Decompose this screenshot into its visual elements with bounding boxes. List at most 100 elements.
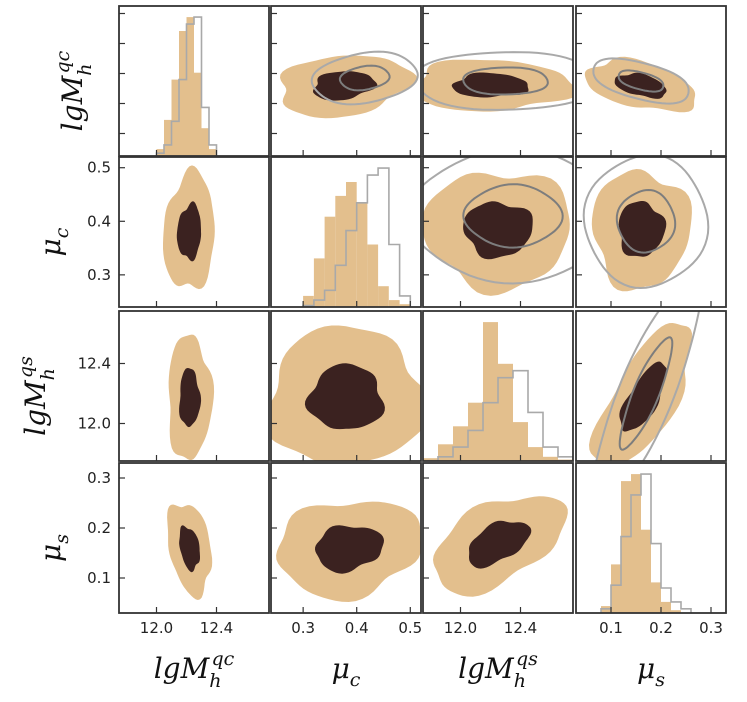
panel-frame <box>422 156 574 308</box>
x-axis-label-mu_c: μc <box>332 652 361 691</box>
y-tick-label: 0.3 <box>87 469 111 487</box>
y-tick-label: 0.1 <box>87 569 111 587</box>
hist-bar <box>468 402 483 461</box>
outline-contour-68 <box>618 336 674 451</box>
panel-frame <box>270 156 422 308</box>
x-tick-label: 0.3 <box>291 619 315 637</box>
hist-bar <box>621 481 631 613</box>
outline-contour-95 <box>423 51 573 111</box>
hist-bar <box>378 286 389 307</box>
x-tick-label: 0.1 <box>599 619 623 637</box>
contour-68 <box>315 525 384 574</box>
hist-bar <box>611 564 621 613</box>
hist-bar <box>513 422 528 461</box>
hist-bar <box>543 456 558 461</box>
contour-68 <box>463 201 533 260</box>
hist-bar <box>388 300 400 307</box>
outline-contour-68 <box>462 183 564 249</box>
hist-bar <box>313 258 325 307</box>
y-tick-label: 0.3 <box>87 266 111 284</box>
x-tick-label: 0.3 <box>699 619 723 637</box>
panel-frame <box>575 462 727 614</box>
y-axis-label-mu_s: μs <box>34 534 73 562</box>
hist-bar <box>399 304 411 307</box>
hist-bar <box>651 582 661 613</box>
hist-bar <box>423 458 438 461</box>
hist-bar <box>528 447 543 461</box>
contour-68 <box>451 72 529 98</box>
x-axis-label-lgMh_qs: lgMhqs <box>458 648 538 692</box>
hist-outline <box>423 369 573 461</box>
y-tick-label: 12.4 <box>78 355 111 373</box>
contour-68 <box>176 201 202 262</box>
hist-bar <box>453 426 468 461</box>
panel-lgMh_qc-vs-lgMh_qs <box>423 51 573 112</box>
panel-frame <box>270 5 422 157</box>
outline-contour-95 <box>310 50 419 106</box>
outline-contour-95 <box>592 57 690 105</box>
hist-bar <box>194 72 202 156</box>
hist-bar <box>346 182 357 307</box>
panel-frame <box>422 310 574 462</box>
hist-bar <box>201 128 209 156</box>
hist-bar <box>209 149 217 156</box>
hist-outline <box>155 16 218 156</box>
outline-contour-95 <box>423 157 573 285</box>
panel-lgMh_qc-vs-lgMh_qc <box>155 16 218 156</box>
hist-outline <box>600 473 692 613</box>
contour-68 <box>469 520 532 569</box>
panel-mu_s-vs-lgMh_qs <box>433 496 568 597</box>
panel-frame <box>270 462 422 614</box>
outline-contour-68 <box>617 69 665 93</box>
hist-bar <box>303 295 314 307</box>
outline-contour-95 <box>582 157 710 290</box>
outline-contour-68 <box>462 66 549 96</box>
panel-frame <box>575 156 727 308</box>
panel-lgMh_qc-vs-mu_c <box>280 50 419 119</box>
panel-mu_c-vs-lgMh_qs <box>423 157 573 296</box>
x-tick-label: 12.0 <box>444 619 477 637</box>
outline-contour-68 <box>338 64 391 92</box>
y-axis-label-lgMh_qs: lgMhqs <box>15 356 59 436</box>
hist-bar <box>335 195 346 307</box>
x-tick-label: 0.4 <box>345 619 369 637</box>
y-tick-label: 0.2 <box>87 519 111 537</box>
y-tick-label: 0.4 <box>87 212 111 230</box>
panel-frame <box>118 156 270 308</box>
panel-frame <box>118 310 270 462</box>
hist-bar <box>438 444 453 461</box>
panel-frame <box>422 5 574 157</box>
x-tick-label: 12.4 <box>504 619 537 637</box>
panel-frame <box>575 5 727 157</box>
x-axis-label-lgMh_qc: lgMhqc <box>154 648 235 692</box>
hist-bar <box>164 119 172 156</box>
hist-outline <box>302 167 412 307</box>
outline-contour-95 <box>595 311 701 461</box>
contour-68 <box>619 361 668 432</box>
panel-frame <box>118 5 270 157</box>
y-tick-label: 0.5 <box>87 159 111 177</box>
panel-mu_s-vs-mu_c <box>276 501 421 602</box>
hist-bar <box>186 17 194 156</box>
panel-frame <box>118 462 270 614</box>
y-axis-label-lgMh_qc: lgMhqc <box>52 50 96 131</box>
x-tick-label: 12.0 <box>140 619 173 637</box>
outline-contour-68 <box>615 188 677 254</box>
panel-frame <box>270 310 422 462</box>
panel-frame <box>575 310 727 462</box>
panel-lgMh_qs-vs-lgMh_qc <box>168 334 215 460</box>
hist-bar <box>631 474 641 613</box>
panel-mu_c-vs-mu_s <box>582 157 710 292</box>
panel-mu_c-vs-mu_c <box>302 167 412 307</box>
hist-bar <box>498 363 513 461</box>
panel-lgMh_qs-vs-lgMh_qs <box>423 322 573 461</box>
contour-68 <box>179 368 202 428</box>
panel-lgMh_qc-vs-mu_s <box>584 56 696 113</box>
contour-68 <box>618 201 667 257</box>
hist-bar <box>641 529 651 613</box>
x-tick-label: 12.4 <box>200 619 233 637</box>
hist-bar <box>324 216 336 307</box>
hist-bar <box>483 322 498 461</box>
hist-bar <box>179 31 187 156</box>
hist-bar <box>661 601 671 613</box>
